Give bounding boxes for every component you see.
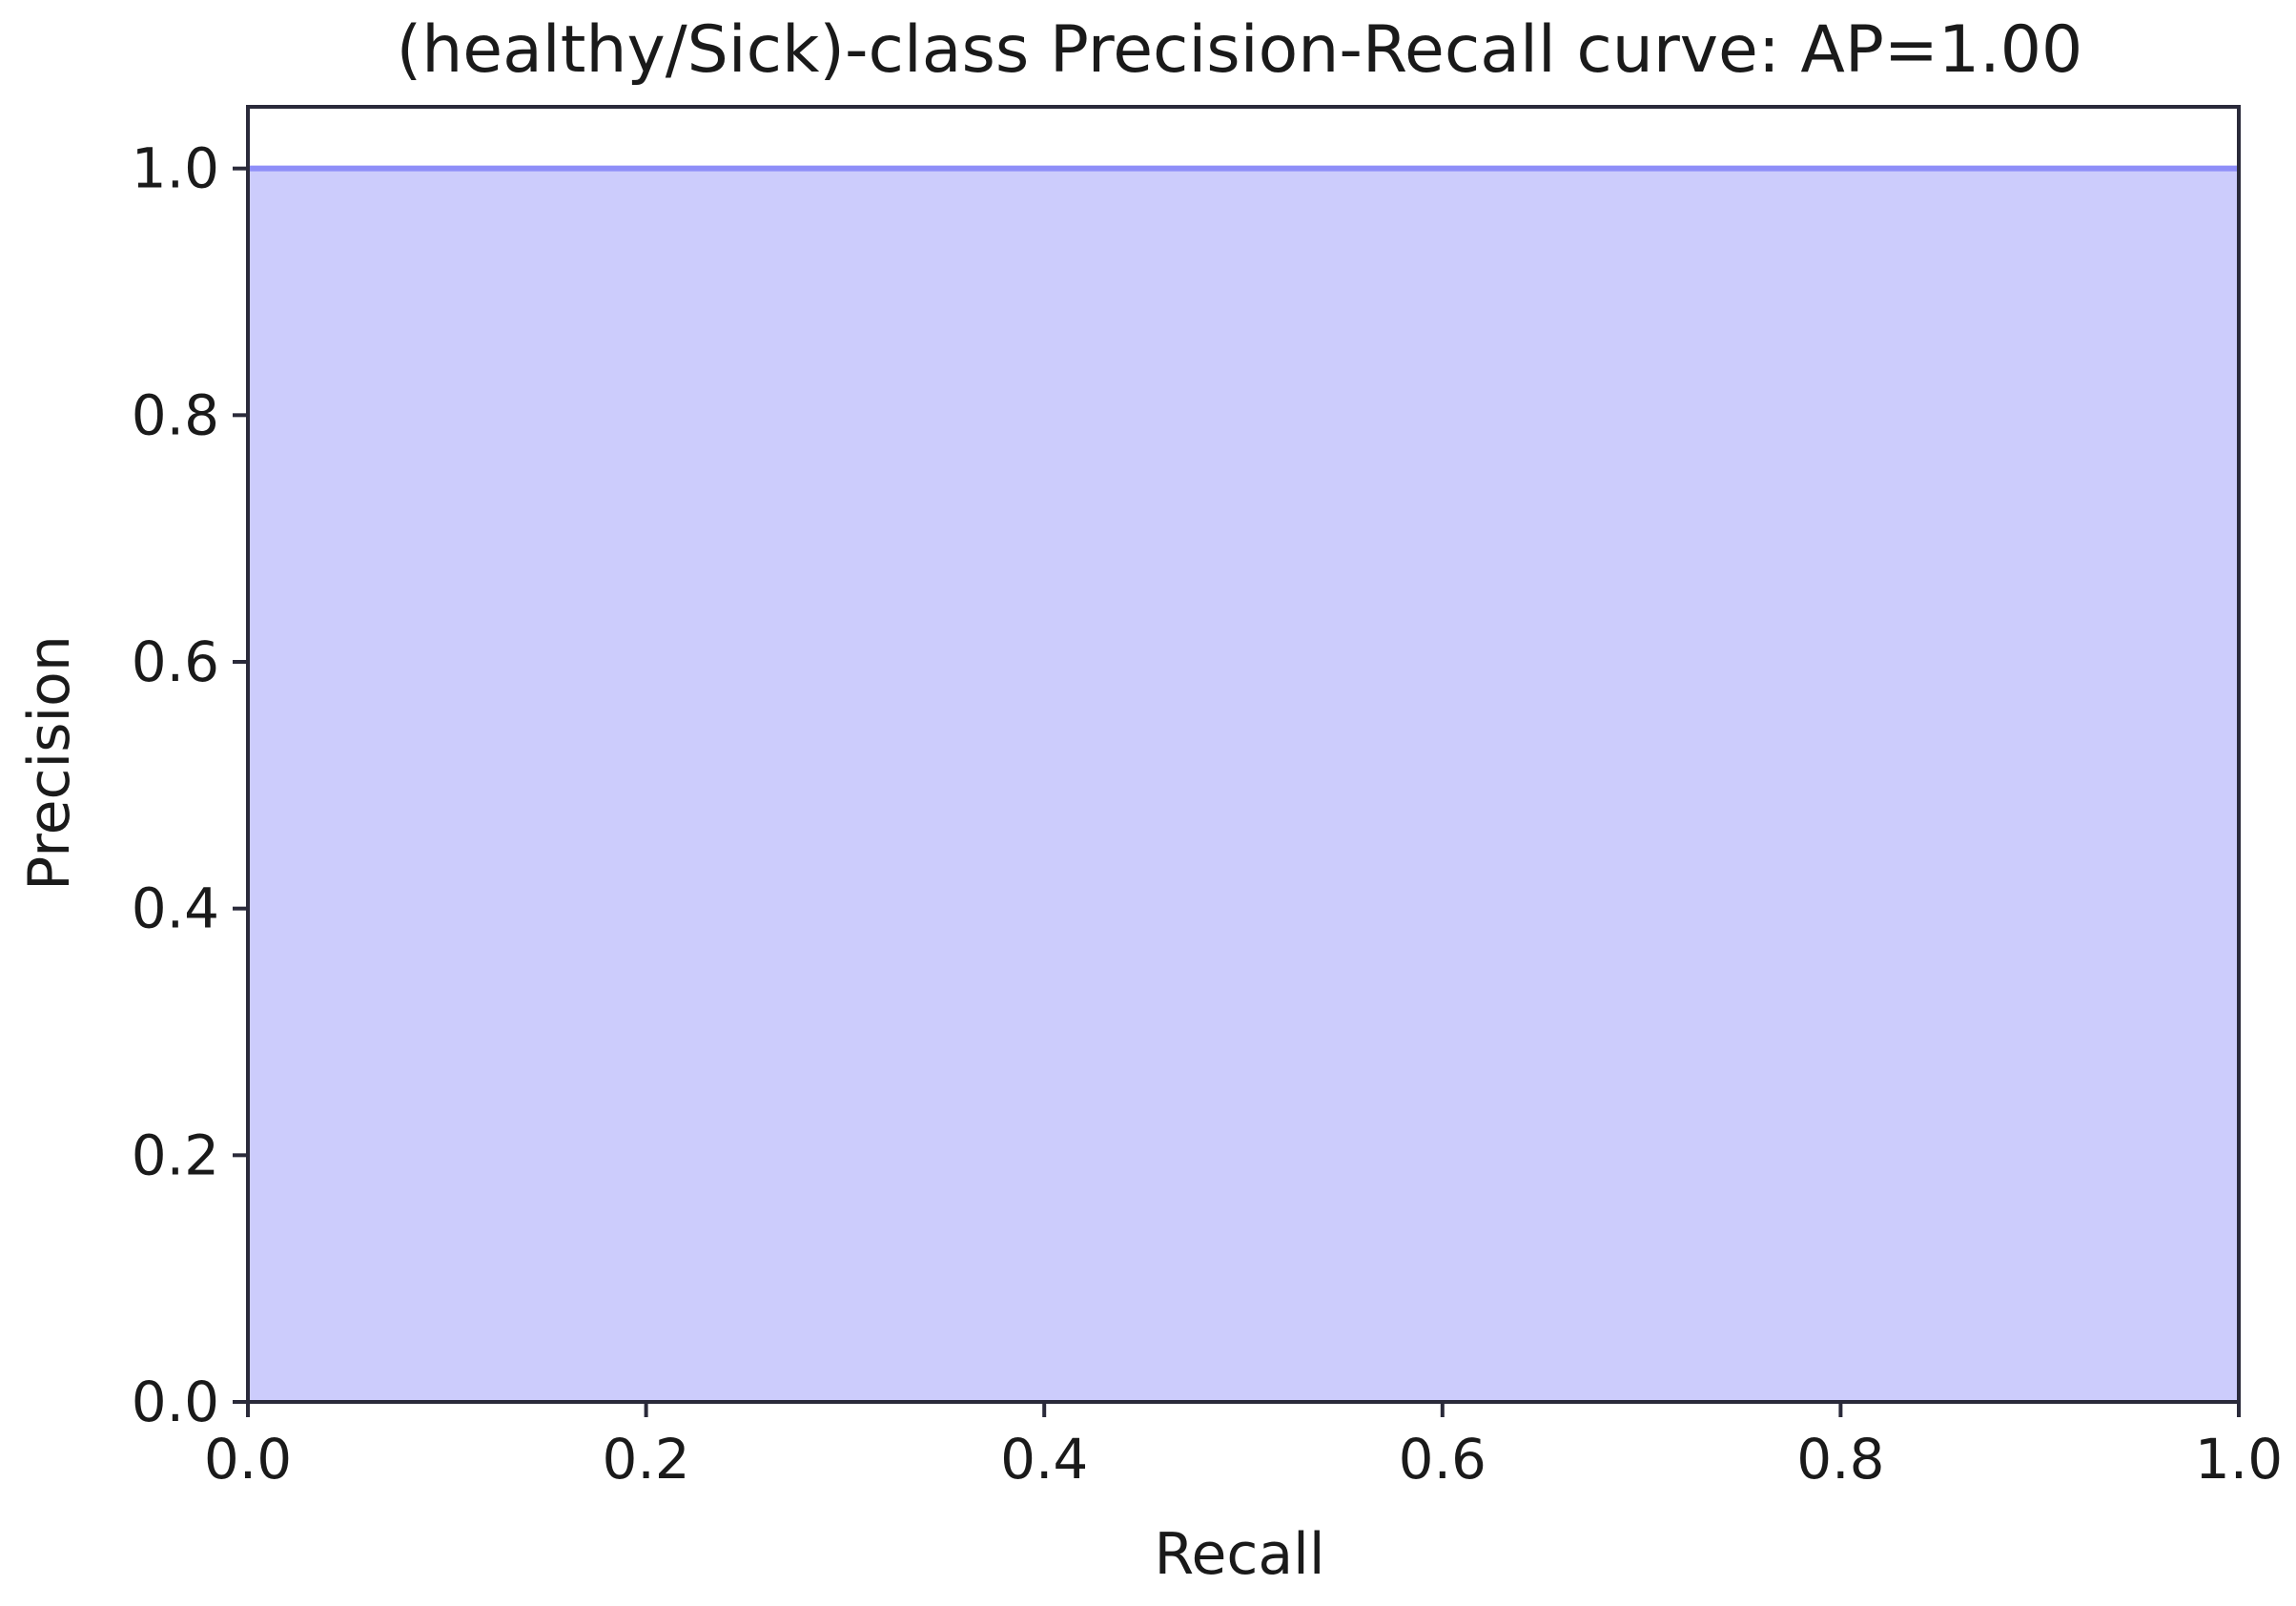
y-tick-label: 0.6 bbox=[132, 629, 219, 694]
precision-recall-area bbox=[248, 168, 2239, 1403]
x-tick-label: 0.6 bbox=[1399, 1427, 1486, 1492]
axes-frame bbox=[246, 105, 2241, 1404]
x-axis-ticks: 0.0 0.2 0.4 0.6 0.8 1.0 bbox=[204, 1402, 2283, 1492]
chart-title: (healthy/Sick)-class Precision-Recall cu… bbox=[397, 12, 2083, 88]
y-tick-label: 0.0 bbox=[132, 1369, 219, 1434]
x-tick-label: 0.4 bbox=[1000, 1427, 1088, 1492]
x-tick-label: 0.2 bbox=[602, 1427, 689, 1492]
y-axis-label: Precision bbox=[16, 635, 83, 891]
y-tick-label: 0.2 bbox=[132, 1122, 219, 1187]
y-tick-label: 0.8 bbox=[132, 382, 219, 447]
y-axis-ticks: 0.0 0.2 0.4 0.6 0.8 1.0 bbox=[132, 136, 248, 1434]
x-tick-label: 0.0 bbox=[204, 1427, 292, 1492]
x-tick-label: 0.8 bbox=[1796, 1427, 1884, 1492]
plot-area bbox=[246, 105, 2241, 1404]
y-tick-label: 1.0 bbox=[132, 136, 219, 201]
y-tick-label: 0.4 bbox=[132, 876, 219, 941]
x-tick-label: 1.0 bbox=[2195, 1427, 2283, 1492]
x-axis-label: Recall bbox=[1154, 1521, 1324, 1588]
